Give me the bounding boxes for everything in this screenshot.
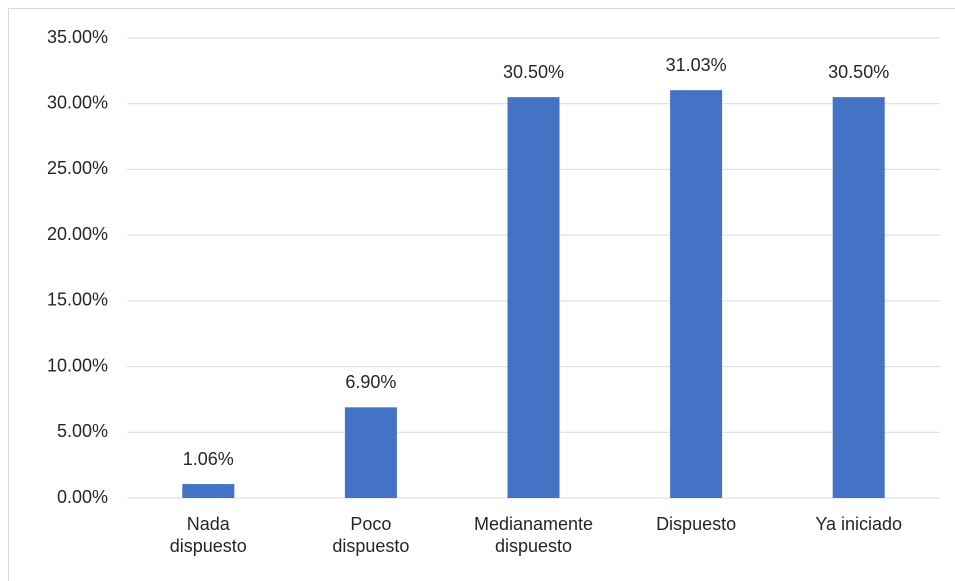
y-tick-label: 35.00% bbox=[47, 27, 108, 47]
x-tick-label: Nada dispuesto bbox=[169, 514, 247, 556]
value-label: 30.50% bbox=[503, 62, 564, 82]
value-label: 31.03% bbox=[666, 55, 727, 75]
y-tick-label: 5.00% bbox=[57, 421, 108, 441]
x-tick-label: Poco dispuesto bbox=[332, 514, 410, 556]
value-label: 1.06% bbox=[183, 449, 234, 469]
chart-border bbox=[8, 8, 955, 581]
y-tick-label: 30.00% bbox=[47, 92, 108, 112]
bar bbox=[507, 97, 560, 499]
y-tick-label: 25.00% bbox=[47, 158, 108, 178]
x-tick-label: Medianamente dispuesto bbox=[473, 514, 594, 556]
y-tick-label: 10.00% bbox=[47, 355, 108, 375]
bar bbox=[182, 484, 235, 498]
x-tick-label: Ya iniciado bbox=[815, 514, 903, 534]
x-tick-label: Dispuesto bbox=[656, 514, 737, 534]
bar bbox=[670, 90, 723, 499]
bar bbox=[344, 407, 397, 498]
bar bbox=[832, 97, 885, 499]
value-label: 30.50% bbox=[828, 62, 889, 82]
y-tick-label: 20.00% bbox=[47, 224, 108, 244]
y-tick-label: 15.00% bbox=[47, 290, 108, 310]
value-label: 6.90% bbox=[345, 372, 396, 392]
y-tick-label: 0.00% bbox=[57, 487, 108, 507]
